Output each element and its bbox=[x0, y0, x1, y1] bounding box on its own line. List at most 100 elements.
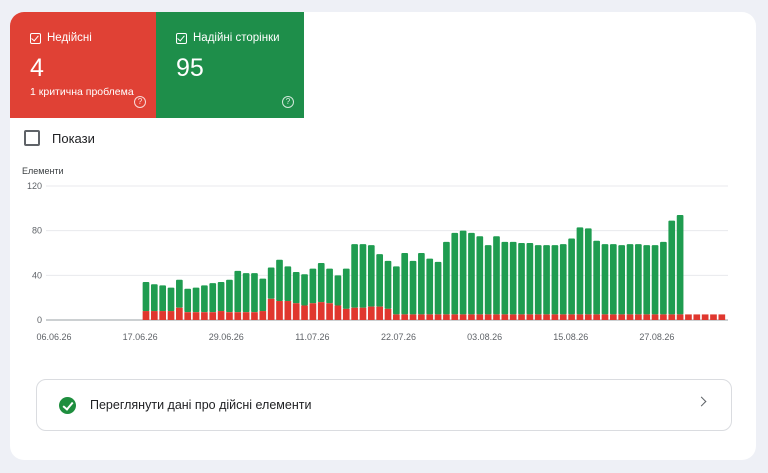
bar-invalid bbox=[376, 306, 383, 320]
bar-good bbox=[242, 273, 250, 313]
bar-good bbox=[668, 220, 676, 315]
good-tile[interactable]: Надійні сторінки 95 ? bbox=[156, 12, 304, 118]
chevron-right-icon bbox=[696, 396, 707, 407]
bar-invalid bbox=[276, 301, 283, 320]
bar-invalid bbox=[176, 307, 183, 320]
checkbox-unchecked-icon[interactable] bbox=[24, 130, 40, 146]
y-axis-label: Елементи bbox=[22, 166, 64, 176]
bar-good bbox=[292, 271, 300, 304]
bar-invalid bbox=[685, 314, 692, 320]
bar-good bbox=[142, 282, 150, 312]
bar-invalid bbox=[317, 302, 325, 320]
bar-good bbox=[584, 228, 592, 315]
bar-invalid bbox=[209, 312, 217, 320]
checkbox-checked-icon[interactable] bbox=[176, 32, 187, 44]
bar-invalid bbox=[309, 303, 317, 320]
bar-invalid bbox=[501, 314, 509, 320]
bar-invalid bbox=[676, 314, 684, 320]
bar-good bbox=[434, 261, 442, 315]
bar-invalid bbox=[359, 307, 367, 320]
view-valid-items-link[interactable]: Переглянути дані про дійсні елементи bbox=[36, 379, 732, 431]
invalid-label: Недійсні bbox=[47, 32, 92, 44]
bar-invalid bbox=[484, 314, 492, 320]
bar-good bbox=[576, 227, 584, 315]
bar-invalid bbox=[326, 303, 333, 320]
bar-invalid bbox=[509, 314, 517, 320]
bar-invalid bbox=[292, 303, 300, 320]
x-tick-label: 22.07.26 bbox=[381, 332, 416, 342]
bar-invalid bbox=[301, 305, 308, 320]
bar-good bbox=[568, 238, 575, 315]
bar-good bbox=[301, 274, 308, 306]
impressions-toggle[interactable]: Покази bbox=[24, 130, 95, 146]
bar-invalid bbox=[159, 311, 167, 320]
y-tick-label: 0 bbox=[37, 315, 42, 325]
bar-invalid bbox=[251, 312, 258, 320]
bar-good bbox=[643, 245, 651, 315]
bar-good bbox=[551, 245, 559, 315]
impressions-label: Покази bbox=[52, 130, 95, 146]
report-card: Недійсні 4 1 критична проблема ? Надійні… bbox=[10, 12, 756, 460]
bar-good bbox=[409, 260, 417, 315]
bar-good bbox=[201, 285, 208, 313]
bar-good bbox=[217, 282, 225, 312]
bar-invalid bbox=[167, 311, 175, 320]
y-tick-label: 120 bbox=[27, 181, 42, 191]
bar-good bbox=[309, 268, 317, 304]
bar-good bbox=[509, 241, 517, 315]
bar-good bbox=[367, 245, 375, 307]
bar-invalid bbox=[660, 314, 667, 320]
bar-invalid bbox=[693, 314, 701, 320]
bar-good bbox=[534, 245, 542, 315]
x-tick-label: 11.07.26 bbox=[295, 332, 329, 342]
bar-invalid bbox=[334, 305, 342, 320]
bar-invalid bbox=[526, 314, 534, 320]
good-label: Надійні сторінки bbox=[193, 32, 280, 44]
bar-good bbox=[351, 244, 358, 308]
bar-invalid bbox=[409, 314, 417, 320]
bar-invalid bbox=[551, 314, 559, 320]
bar-good bbox=[476, 236, 484, 315]
bar-good bbox=[159, 285, 167, 312]
help-icon[interactable]: ? bbox=[282, 96, 294, 108]
bar-invalid bbox=[443, 314, 450, 320]
bar-good bbox=[359, 244, 367, 308]
bar-good bbox=[609, 244, 617, 315]
bar-good bbox=[559, 244, 567, 315]
bar-invalid bbox=[643, 314, 651, 320]
bar-good bbox=[226, 279, 233, 313]
bar-invalid bbox=[201, 312, 208, 320]
bar-invalid bbox=[718, 314, 726, 320]
chart: Елементи 0 40 80 120 06.06.26 17.06.26 29.06.26… bbox=[10, 162, 756, 352]
bar-good bbox=[259, 278, 267, 312]
bar-invalid bbox=[701, 314, 709, 320]
bar-good bbox=[192, 287, 200, 313]
bar-good bbox=[176, 279, 183, 308]
bar-invalid bbox=[393, 314, 400, 320]
bar-invalid bbox=[584, 314, 592, 320]
bar-invalid bbox=[468, 314, 475, 320]
bar-invalid bbox=[651, 314, 659, 320]
bar-invalid bbox=[559, 314, 567, 320]
bar-invalid bbox=[342, 308, 350, 320]
checkbox-checked-icon[interactable] bbox=[30, 32, 41, 44]
x-tick-label: 06.06.26 bbox=[36, 332, 71, 342]
bar-invalid bbox=[284, 301, 292, 320]
bar-invalid bbox=[493, 314, 500, 320]
bar-invalid bbox=[459, 314, 467, 320]
bar-invalid bbox=[242, 312, 250, 320]
bar-invalid bbox=[142, 311, 150, 320]
bar-good bbox=[468, 232, 475, 315]
invalid-tile-header: Недійсні bbox=[30, 32, 92, 44]
view-valid-items-label: Переглянути дані про дійсні елементи bbox=[90, 398, 312, 412]
bar-good bbox=[234, 270, 242, 313]
invalid-note: 1 критична проблема bbox=[30, 86, 134, 98]
x-tick-label: 15.08.26 bbox=[553, 332, 588, 342]
bar-invalid bbox=[434, 314, 442, 320]
bar-good bbox=[317, 263, 325, 303]
invalid-tile[interactable]: Недійсні 4 1 критична проблема ? bbox=[10, 12, 156, 118]
bar-good bbox=[443, 241, 450, 315]
help-icon[interactable]: ? bbox=[134, 96, 146, 108]
x-tick-label: 03.08.26 bbox=[467, 332, 502, 342]
bar-good bbox=[376, 254, 383, 307]
